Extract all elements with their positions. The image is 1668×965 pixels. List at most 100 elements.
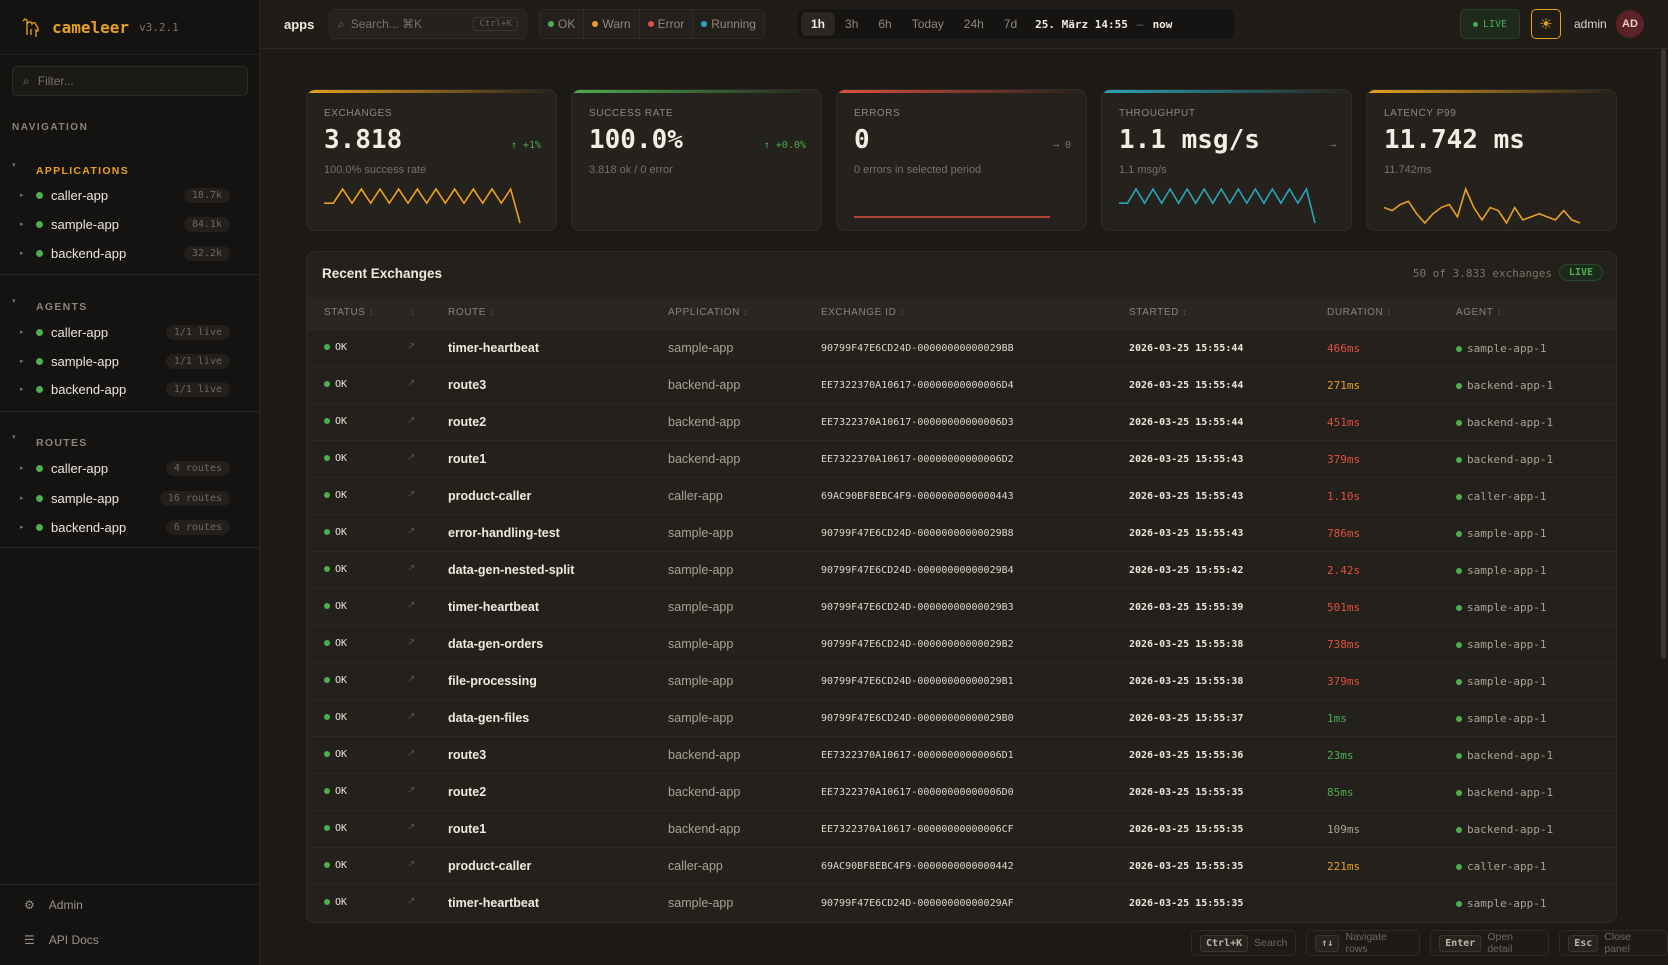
group-title-agents[interactable]: AGENTS (36, 301, 88, 313)
open-link-icon[interactable]: ↗ (407, 748, 416, 759)
group-title-applications[interactable]: APPLICATIONS (36, 165, 129, 177)
exchange-id-cell[interactable]: EE7322370A10617-00000000000006CF (821, 824, 1014, 835)
route-cell[interactable]: route1 (448, 452, 487, 466)
sort-icon[interactable]: ↕ (899, 307, 906, 318)
route-cell[interactable]: timer-heartbeat (448, 896, 539, 910)
table-row[interactable]: OK ↗ route2 backend-app EE7322370A10617-0000… (307, 773, 1616, 810)
sidebar-item-backend-app[interactable]: ▸ backend-app 1/1 live (20, 377, 230, 401)
route-cell[interactable]: product-caller (448, 859, 532, 873)
scrollbar[interactable] (1661, 49, 1666, 659)
sort-icon[interactable]: ↕ (1496, 307, 1503, 318)
live-toggle[interactable]: LIVE (1460, 9, 1520, 39)
route-cell[interactable]: route1 (448, 822, 487, 836)
time-range-24h[interactable]: 24h (963, 17, 984, 31)
column-header-link[interactable]: ↕ (407, 307, 416, 318)
collapse-caret-icon[interactable]: ▾ (12, 162, 16, 169)
sidebar-item-api-docs[interactable]: ☰ API Docs (24, 933, 99, 947)
expand-icon[interactable]: ▸ (20, 192, 24, 199)
time-range-3h[interactable]: 3h (845, 17, 859, 31)
table-row[interactable]: OK ↗ route2 backend-app EE7322370A10617-0000… (307, 403, 1616, 440)
agent-cell[interactable]: sample-app-1 (1456, 675, 1546, 688)
exchange-id-cell[interactable]: 90799F47E6CD24D-00000000000029B2 (821, 639, 1014, 650)
group-title-routes[interactable]: ROUTES (36, 437, 88, 449)
open-link-icon[interactable]: ↗ (407, 489, 416, 500)
open-link-icon[interactable]: ↗ (407, 859, 416, 870)
table-row[interactable]: OK ↗ route1 backend-app EE7322370A10617-0000… (307, 440, 1616, 477)
exchange-id-cell[interactable]: 90799F47E6CD24D-00000000000029B8 (821, 528, 1014, 539)
column-header-route[interactable]: ROUTE ↕ (448, 307, 495, 318)
sort-icon[interactable]: ↕ (489, 307, 495, 318)
agent-cell[interactable]: sample-app-1 (1456, 897, 1546, 910)
sort-icon[interactable]: ↕ (1386, 307, 1392, 318)
exchange-id-cell[interactable]: 69AC90BF8EBC4F9-0000000000000443 (821, 491, 1014, 502)
agent-cell[interactable]: backend-app-1 (1456, 823, 1553, 836)
sidebar-item-caller-app[interactable]: ▸ caller-app 1/1 live (20, 320, 230, 344)
sidebar-item-caller-app[interactable]: ▸ caller-app 4 routes (20, 456, 230, 480)
expand-icon[interactable]: ▸ (20, 524, 24, 531)
sidebar-item-backend-app[interactable]: ▸ backend-app 6 routes (20, 515, 230, 539)
open-link-icon[interactable]: ↗ (407, 526, 416, 537)
agent-cell[interactable]: backend-app-1 (1456, 416, 1553, 429)
exchange-id-cell[interactable]: EE7322370A10617-00000000000006D1 (821, 750, 1014, 761)
avatar[interactable]: AD (1616, 10, 1644, 38)
collapse-caret-icon[interactable]: ▾ (12, 434, 16, 441)
table-row[interactable]: OK ↗ route3 backend-app EE7322370A10617-0000… (307, 366, 1616, 403)
exchange-id-cell[interactable]: EE7322370A10617-00000000000006D3 (821, 417, 1014, 428)
agent-cell[interactable]: caller-app-1 (1456, 860, 1546, 873)
column-header-duration[interactable]: DURATION ↕ (1327, 307, 1392, 318)
kpi-card-throughput[interactable]: THROUGHPUT 1.1 msg/s → 1.1 msg/s (1101, 89, 1352, 231)
agent-cell[interactable]: backend-app-1 (1456, 786, 1553, 799)
exchange-id-cell[interactable]: 90799F47E6CD24D-00000000000029B3 (821, 602, 1014, 613)
time-range-6h[interactable]: 6h (878, 17, 892, 31)
kpi-card-success-rate[interactable]: SUCCESS RATE 100.0% ↑ +0.0% 3.818 ok / 0 er… (571, 89, 822, 231)
column-header-agent[interactable]: AGENT ↕ (1456, 307, 1502, 318)
open-link-icon[interactable]: ↗ (407, 415, 416, 426)
expand-icon[interactable]: ▸ (20, 495, 24, 502)
route-cell[interactable]: route3 (448, 748, 487, 762)
route-cell[interactable]: data-gen-files (448, 711, 530, 725)
sidebar-item-backend-app[interactable]: ▸ backend-app 32.2k (20, 241, 230, 265)
table-row[interactable]: OK ↗ timer-heartbeat sample-app 90799F47E6CD… (307, 329, 1616, 366)
route-cell[interactable]: route3 (448, 378, 487, 392)
column-header-application[interactable]: APPLICATION ↕ (668, 307, 749, 318)
expand-icon[interactable]: ▸ (20, 221, 24, 228)
sort-icon[interactable]: ↕ (743, 307, 749, 318)
sort-icon[interactable]: ↕ (368, 307, 375, 318)
agent-cell[interactable]: sample-app-1 (1456, 601, 1546, 614)
route-cell[interactable]: route2 (448, 785, 487, 799)
exchange-id-cell[interactable]: 90799F47E6CD24D-00000000000029B1 (821, 676, 1014, 687)
kpi-card-exchanges[interactable]: EXCHANGES 3.818 ↑ +1% 100.0% success rate (306, 89, 557, 231)
agent-cell[interactable]: caller-app-1 (1456, 490, 1546, 503)
open-link-icon[interactable]: ↗ (407, 341, 416, 352)
user-name[interactable]: admin (1574, 17, 1607, 31)
kpi-card-errors[interactable]: ERRORS 0 → 0 0 errors in selected period (836, 89, 1087, 231)
exchange-id-cell[interactable]: 90799F47E6CD24D-00000000000029B0 (821, 713, 1014, 724)
open-link-icon[interactable]: ↗ (407, 896, 416, 907)
expand-icon[interactable]: ▸ (20, 329, 24, 336)
agent-cell[interactable]: backend-app-1 (1456, 379, 1553, 392)
table-row[interactable]: OK ↗ data-gen-orders sample-app 90799F47E6CD… (307, 625, 1616, 662)
sidebar-item-caller-app[interactable]: ▸ caller-app 18.7k (20, 183, 230, 207)
sidebar-item-sample-app[interactable]: ▸ sample-app 16 routes (20, 486, 230, 510)
agent-cell[interactable]: sample-app-1 (1456, 342, 1546, 355)
brand[interactable]: cameleer v3.2.1 (0, 0, 259, 55)
agent-cell[interactable]: sample-app-1 (1456, 564, 1546, 577)
route-cell[interactable]: data-gen-nested-split (448, 563, 575, 577)
exchange-id-cell[interactable]: 90799F47E6CD24D-00000000000029B4 (821, 565, 1014, 576)
route-cell[interactable]: timer-heartbeat (448, 600, 539, 614)
collapse-caret-icon[interactable]: ▾ (12, 298, 16, 305)
route-cell[interactable]: product-caller (448, 489, 532, 503)
sort-icon[interactable]: ↕ (1181, 307, 1188, 318)
route-cell[interactable]: error-handling-test (448, 526, 560, 540)
open-link-icon[interactable]: ↗ (407, 452, 416, 463)
time-range-today[interactable]: Today (911, 17, 944, 31)
status-filter-ok[interactable]: OK (540, 10, 585, 38)
kpi-card-latency-p99[interactable]: LATENCY P99 11.742 ms 11.742ms (1366, 89, 1617, 231)
range-from[interactable]: 25. März 14:55 (1035, 17, 1128, 31)
time-range-7d[interactable]: 7d (1003, 17, 1018, 31)
table-row[interactable]: OK ↗ data-gen-nested-split sample-app 90799F… (307, 551, 1616, 588)
agent-cell[interactable]: sample-app-1 (1456, 638, 1546, 651)
time-range-1h[interactable]: 1h (801, 12, 836, 36)
expand-icon[interactable]: ▸ (20, 250, 24, 257)
expand-icon[interactable]: ▸ (20, 386, 24, 393)
